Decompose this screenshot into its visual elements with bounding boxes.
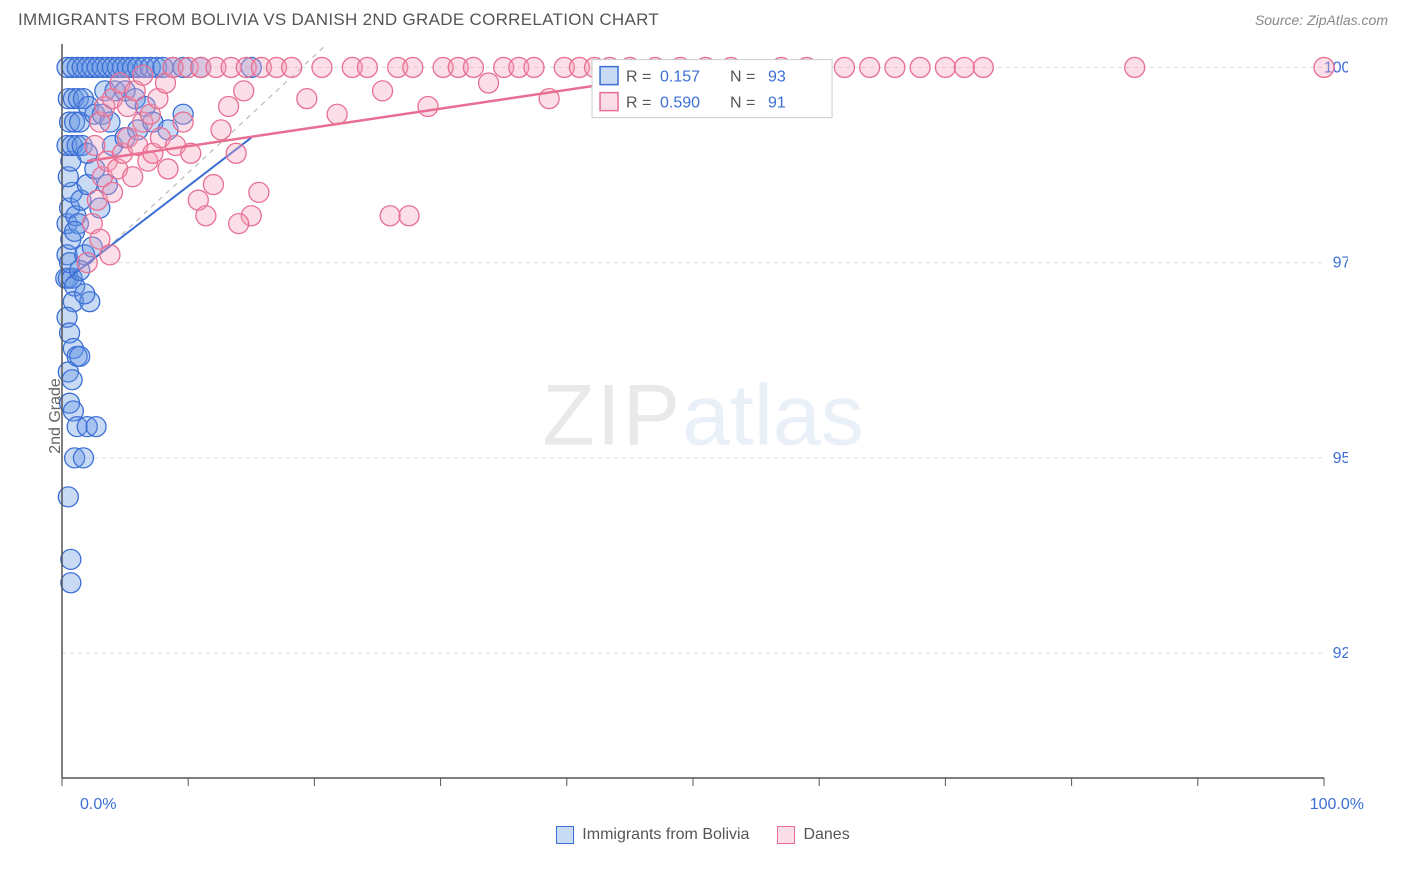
svg-text:0.590: 0.590 xyxy=(660,95,700,112)
legend-label-bolivia: Immigrants from Bolivia xyxy=(582,826,749,843)
legend-swatch-bolivia xyxy=(556,826,574,844)
svg-text:N =: N = xyxy=(730,69,755,86)
svg-text:N =: N = xyxy=(730,95,755,112)
legend-item-danes: Danes xyxy=(777,826,849,844)
svg-text:95.0%: 95.0% xyxy=(1333,450,1348,467)
svg-text:91: 91 xyxy=(768,95,786,112)
svg-text:R =: R = xyxy=(626,69,651,86)
svg-text:93: 93 xyxy=(768,69,786,86)
chart-title: IMMIGRANTS FROM BOLIVIA VS DANISH 2ND GR… xyxy=(18,10,659,30)
y-axis-label: 2nd Grade xyxy=(47,378,65,454)
x-axis-labels: 0.0% 100.0% xyxy=(18,796,1388,820)
svg-text:97.5%: 97.5% xyxy=(1333,255,1348,272)
source-label: Source: ZipAtlas.com xyxy=(1255,12,1388,28)
legend-swatch-danes xyxy=(777,826,795,844)
x-tick-100: 100.0% xyxy=(1310,796,1364,814)
bottom-legend: Immigrants from Bolivia Danes xyxy=(0,826,1406,844)
svg-text:92.5%: 92.5% xyxy=(1333,645,1348,662)
svg-text:R =: R = xyxy=(626,95,651,112)
legend-item-bolivia: Immigrants from Bolivia xyxy=(556,826,749,844)
scatter-chart: 92.5%95.0%97.5%100.0%R =0.157N =93R =0.5… xyxy=(18,36,1348,796)
legend-label-danes: Danes xyxy=(803,826,849,843)
chart-container: 2nd Grade ZIPatlas 92.5%95.0%97.5%100.0%… xyxy=(18,36,1388,796)
svg-text:0.157: 0.157 xyxy=(660,69,700,86)
x-tick-0: 0.0% xyxy=(80,796,116,814)
